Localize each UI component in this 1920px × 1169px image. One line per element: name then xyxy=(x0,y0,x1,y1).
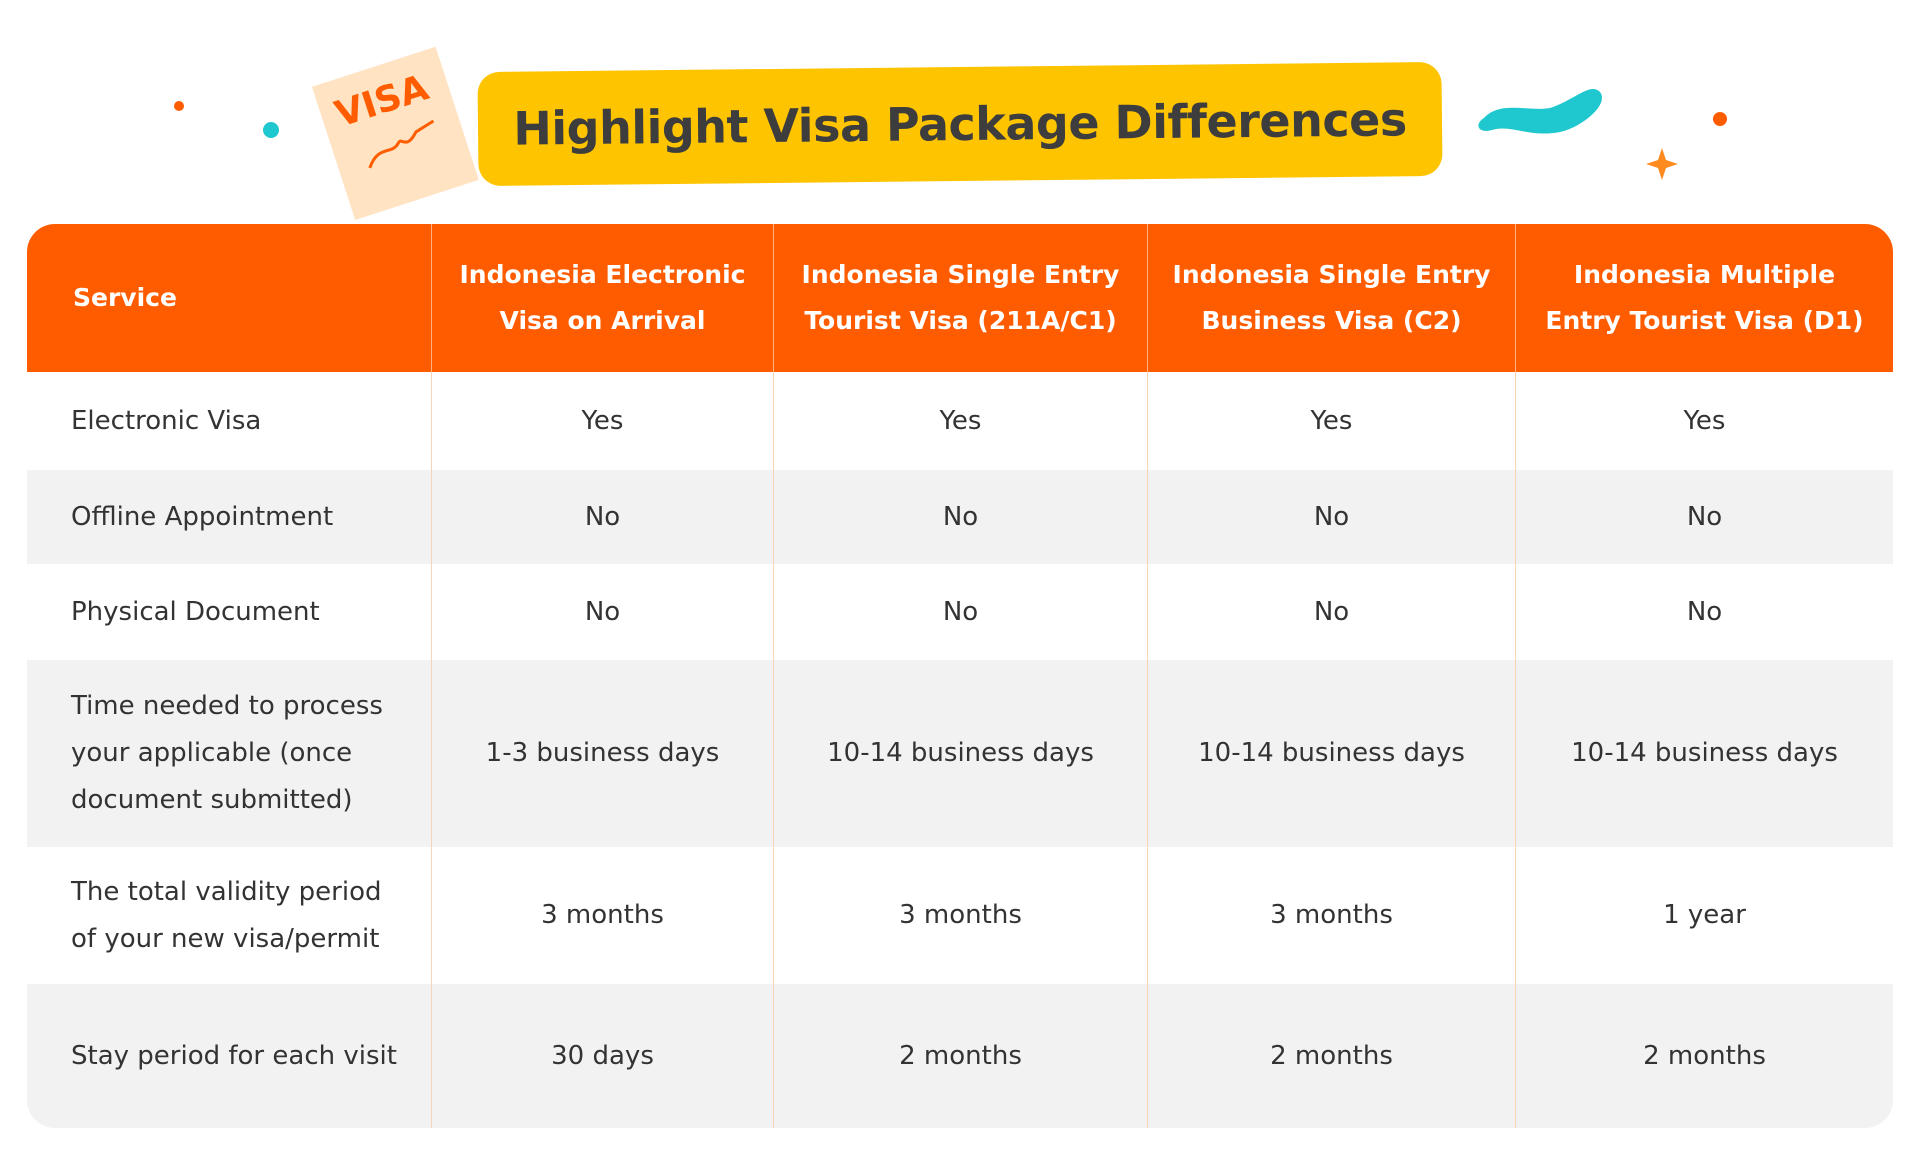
cell: Yes xyxy=(431,372,773,470)
cell: No xyxy=(1515,470,1893,564)
row-label: Stay period for each visit xyxy=(27,984,431,1128)
cell: Yes xyxy=(1147,372,1515,470)
row-label: Electronic Visa xyxy=(71,405,262,436)
cell: Yes xyxy=(1515,372,1893,470)
table-row: Physical Document No No No No xyxy=(27,564,1893,660)
row-label: Physical Document xyxy=(71,596,320,627)
cell: 2 months xyxy=(1515,984,1893,1128)
header-cell: Service xyxy=(27,224,431,372)
cell: 1-3 business days xyxy=(431,660,773,847)
header-cell: Indonesia Multiple Entry Tourist Visa (D… xyxy=(1515,224,1893,372)
table-row: Stay period for each visit 30 days 2 month… xyxy=(27,984,1893,1128)
cell: 3 months xyxy=(431,847,773,984)
cell: No xyxy=(431,564,773,660)
decorations: VISA xyxy=(174,46,1727,221)
header-row: Service Indonesia Electronic Visa on Arri… xyxy=(27,224,1893,372)
visa-card: VISA xyxy=(311,46,479,221)
cell: 1 year xyxy=(1515,847,1893,984)
comparison-table: Service Indonesia Electronic Visa on Arri… xyxy=(27,224,1893,1128)
row-label: Time needed to process your applicable (… xyxy=(27,660,431,847)
dot xyxy=(174,101,184,111)
cell: No xyxy=(1147,564,1515,660)
cell: Yes xyxy=(773,372,1147,470)
cell: 10-14 business days xyxy=(1515,660,1893,847)
dot xyxy=(263,122,279,138)
cell: No xyxy=(1147,470,1515,564)
title: Highlight Visa Package Differences xyxy=(513,92,1407,156)
cell: 3 months xyxy=(773,847,1147,984)
table-row: Time needed to process your applicable (… xyxy=(27,660,1893,847)
table-row: Offline Appointment No No No No xyxy=(27,470,1893,564)
table-row: Electronic Visa Yes Yes Yes Yes xyxy=(27,372,1893,470)
scribble xyxy=(368,119,435,169)
cell: 3 months xyxy=(1147,847,1515,984)
star xyxy=(1646,148,1678,180)
cell: 30 days xyxy=(431,984,773,1128)
cell: 10-14 business days xyxy=(1147,660,1515,847)
cell: 2 months xyxy=(773,984,1147,1128)
title-banner: Highlight Visa Package Differences xyxy=(477,61,1443,187)
cell: 2 months xyxy=(1147,984,1515,1128)
squiggle xyxy=(1478,89,1602,134)
header-cell: Indonesia Single Entry Business Visa (C2… xyxy=(1147,224,1515,372)
header-cell: Indonesia Electronic Visa on Arrival xyxy=(431,224,773,372)
card xyxy=(311,46,479,221)
cell: No xyxy=(773,564,1147,660)
dot xyxy=(1713,112,1727,126)
cell: No xyxy=(431,470,773,564)
row-label: The total validity period of your new vi… xyxy=(71,876,382,954)
table-row: The total validity period of your new vi… xyxy=(27,847,1893,984)
cell: 10-14 business days xyxy=(773,660,1147,847)
cell: No xyxy=(773,470,1147,564)
cell: No xyxy=(1515,564,1893,660)
header-cell: Indonesia Single Entry Tourist Visa (211… xyxy=(773,224,1147,372)
row-label: Offline Appointment xyxy=(27,470,431,564)
